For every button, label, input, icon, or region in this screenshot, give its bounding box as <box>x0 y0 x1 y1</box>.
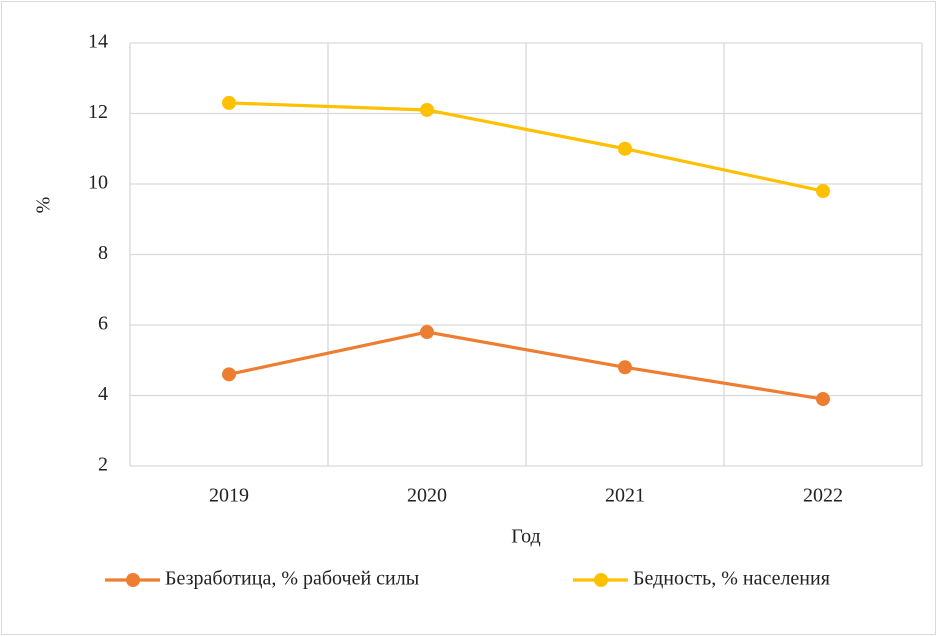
data-point <box>816 392 830 407</box>
legend-marker <box>594 573 608 587</box>
legend-marker <box>126 573 140 587</box>
data-point <box>816 184 830 199</box>
legend-label: Бедность, % населения <box>633 568 830 590</box>
data-point <box>420 325 434 340</box>
y-tick-label: 8 <box>98 242 108 264</box>
x-axis-label: Год <box>511 526 540 548</box>
y-tick-label: 14 <box>88 31 108 53</box>
y-tick-label: 10 <box>88 172 108 194</box>
y-tick-label: 2 <box>98 454 108 476</box>
y-axis-label: % <box>33 197 55 214</box>
y-tick-label: 4 <box>98 383 108 405</box>
x-tick-label: 2022 <box>803 485 843 507</box>
data-point <box>618 141 632 156</box>
y-tick-label: 12 <box>88 101 108 123</box>
legend-label: Безработица, % рабочей силы <box>165 568 419 590</box>
data-point <box>618 360 632 375</box>
data-point <box>420 102 434 117</box>
data-point <box>222 95 236 110</box>
x-tick-label: 2020 <box>407 485 447 507</box>
series-line <box>228 101 824 193</box>
y-tick-label: 6 <box>98 313 108 335</box>
x-tick-label: 2021 <box>605 485 645 507</box>
data-point <box>222 367 236 382</box>
series-line <box>228 330 824 401</box>
x-tick-label: 2019 <box>209 485 249 507</box>
